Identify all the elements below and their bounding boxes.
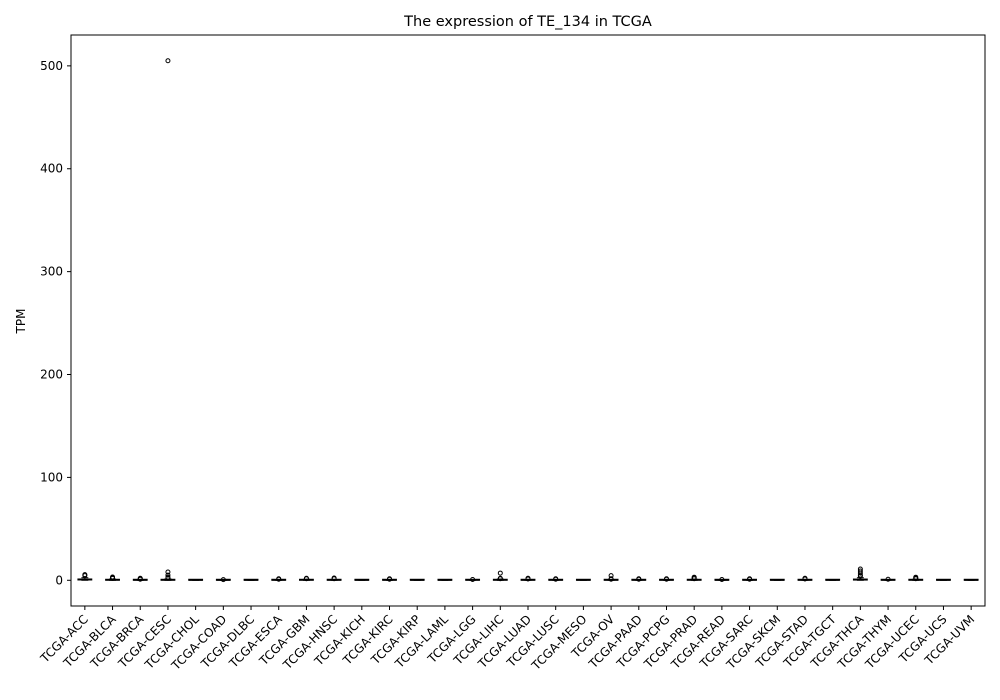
outlier-point	[110, 574, 116, 580]
outlier-point	[608, 576, 614, 582]
y-tick-label: 300	[40, 265, 63, 279]
y-tick-label: 100	[40, 470, 63, 484]
y-tick-label: 200	[40, 368, 63, 382]
outlier-point	[497, 570, 503, 576]
outlier-point	[747, 576, 753, 582]
outlier-point	[165, 572, 171, 578]
outlier-point	[165, 58, 171, 64]
y-axis-label: TPM	[14, 309, 28, 335]
outlier-point	[719, 576, 725, 582]
chart-title: The expression of TE_134 in TCGA	[403, 14, 652, 30]
outlier-point	[303, 575, 309, 581]
outlier-point	[387, 576, 393, 582]
outlier-point	[553, 576, 559, 582]
y-tick-label: 500	[40, 59, 63, 73]
outlier-point	[276, 576, 282, 582]
outlier-point	[165, 575, 171, 581]
outlier-point	[331, 575, 337, 581]
outlier-point	[220, 577, 226, 583]
outlier-point	[82, 572, 88, 578]
outlier-point	[470, 576, 476, 582]
outlier-point	[913, 574, 919, 580]
outlier-point	[857, 570, 863, 576]
plot-area: 0100200300400500TCGA-ACCTCGA-BLCATCGA-BR…	[37, 34, 986, 673]
outlier-point	[802, 575, 808, 581]
outlier-point	[525, 575, 531, 581]
outlier-point	[885, 576, 891, 582]
y-tick-label: 400	[40, 162, 63, 176]
plot-frame	[70, 34, 986, 607]
y-tick-label: 0	[55, 573, 63, 587]
outlier-point	[137, 575, 143, 581]
outlier-point	[857, 573, 863, 579]
outlier-point	[497, 576, 503, 582]
outlier-point	[636, 576, 642, 582]
outlier-point	[663, 576, 669, 582]
outlier-point	[691, 576, 697, 582]
outlier-point	[165, 569, 171, 575]
